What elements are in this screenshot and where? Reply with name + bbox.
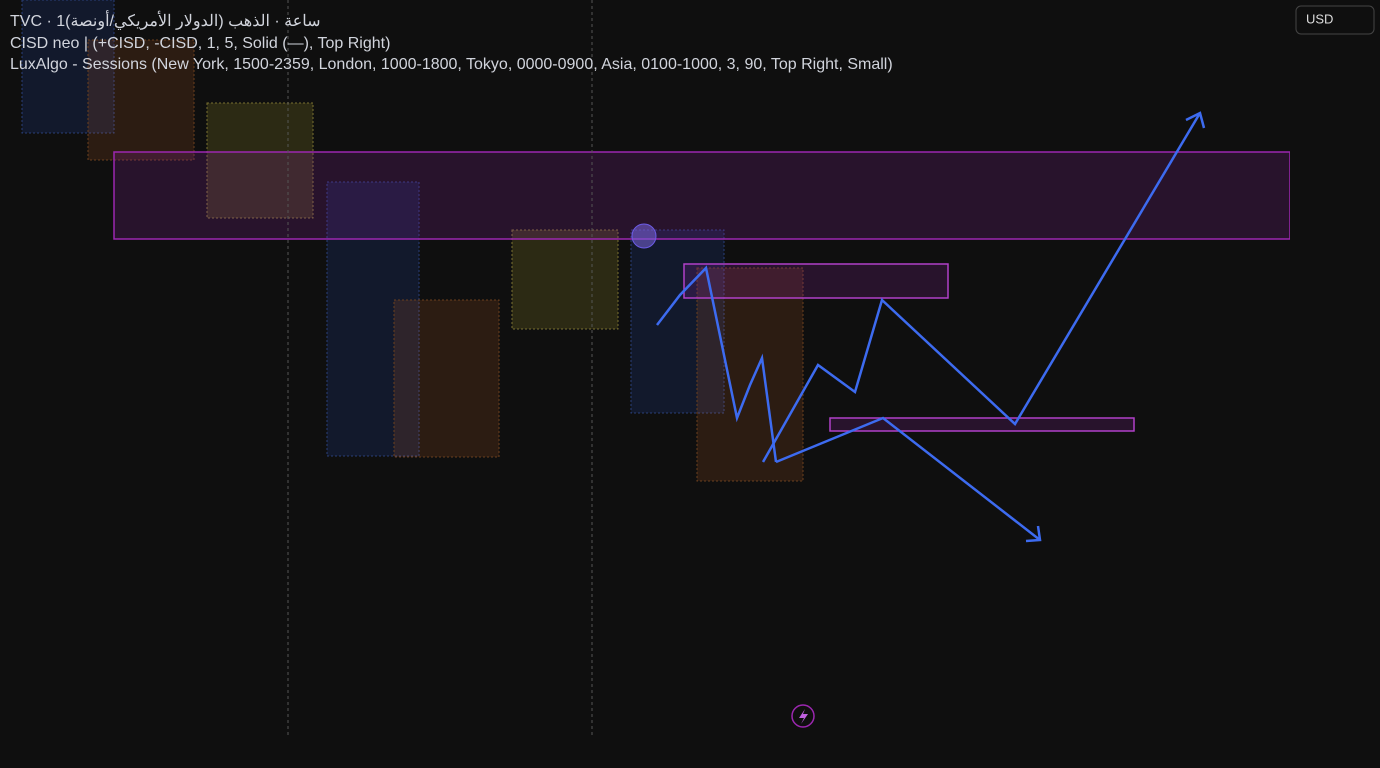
alert-bolt (799, 709, 808, 724)
projection-up (761, 112, 1202, 463)
session-box (87, 39, 195, 161)
header-line: TVC · 1ساعة · الذهب (الدولار الأمريكي/أو… (10, 10, 321, 30)
header: TVC · 1ساعة · الذهب (الدولار الأمريكي/أو… (10, 10, 893, 73)
session-box (393, 299, 500, 458)
alert-icon[interactable] (791, 704, 815, 728)
session-box (326, 181, 420, 457)
session-box (21, 0, 115, 134)
zigzag (656, 265, 778, 463)
zone-box (683, 263, 949, 299)
arrow-head (1185, 111, 1206, 129)
projection-down (775, 416, 1041, 541)
currency-button[interactable] (1295, 5, 1375, 35)
session-box (696, 267, 804, 482)
marker-circle (631, 223, 657, 249)
session-box (511, 229, 619, 330)
session-box (630, 229, 725, 414)
drawings (656, 111, 1206, 543)
zone-box (829, 417, 1135, 432)
price-axis (1290, 0, 1380, 768)
arrow-head (1025, 525, 1042, 543)
header-line: LuxAlgo - Sessions (New York, 1500-2359,… (10, 56, 893, 73)
zone-box (113, 151, 1291, 240)
currency[interactable]: USD (1306, 11, 1333, 26)
header-line: CISD neo | (+CISD, -CISD, 1, 5, Solid (—… (10, 35, 390, 52)
time-axis (0, 735, 1290, 768)
session-box (206, 102, 314, 219)
session-boxes (21, 0, 1291, 735)
